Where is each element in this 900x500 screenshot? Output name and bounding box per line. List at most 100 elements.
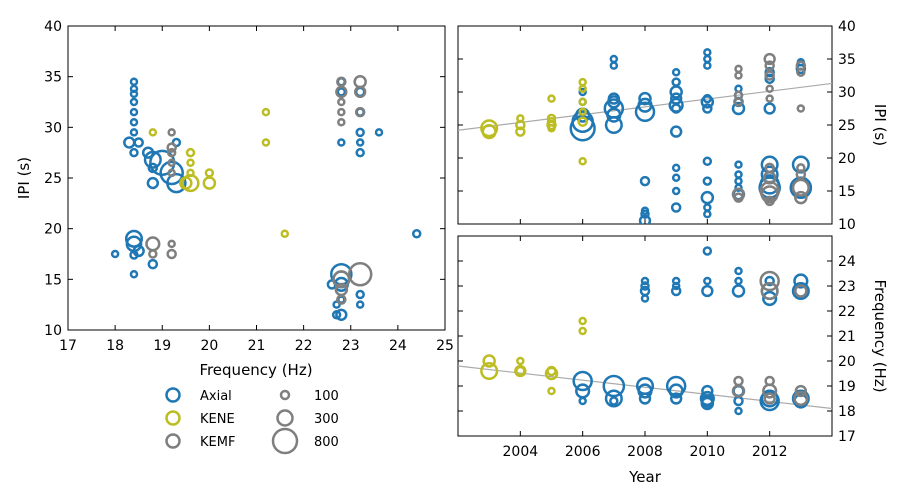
point-kemf	[793, 390, 809, 407]
point-kemf	[762, 383, 778, 399]
point-axial	[638, 91, 652, 106]
point-axial	[733, 395, 744, 407]
y-tick-label: 19	[838, 379, 856, 395]
point-axial	[569, 115, 596, 142]
point-kemf	[734, 64, 743, 74]
point-axial	[123, 136, 136, 149]
point-axial	[355, 138, 365, 147]
point-kemf	[794, 190, 808, 205]
point-kemf	[167, 158, 176, 168]
point-axial	[670, 285, 682, 297]
point-kemf	[734, 71, 743, 80]
point-kemf	[794, 284, 808, 298]
point-axial	[702, 103, 713, 114]
point-kene	[544, 366, 559, 381]
point-kemf	[795, 169, 807, 180]
point-kene	[280, 229, 290, 238]
point-kemf	[760, 185, 779, 204]
scatter-marks	[458, 48, 832, 224]
point-axial	[604, 115, 623, 135]
point-kene	[261, 107, 271, 117]
point-axial	[793, 273, 809, 289]
point-axial	[637, 383, 653, 399]
point-axial	[700, 190, 715, 205]
y-tick-label: 20	[44, 222, 62, 238]
point-kemf	[354, 106, 366, 118]
y-tick-label: 18	[838, 404, 856, 420]
point-kemf	[336, 76, 347, 88]
point-axial	[572, 370, 593, 392]
point-axial	[129, 270, 139, 279]
y-tick-label: 15	[44, 272, 62, 288]
point-axial	[702, 176, 713, 186]
point-kemf	[335, 85, 348, 99]
x-tick-label: 2004	[503, 444, 539, 460]
point-axial	[734, 176, 743, 186]
point-axial	[734, 183, 743, 192]
point-kene	[546, 119, 557, 131]
point-axial	[699, 390, 715, 407]
point-axial	[639, 175, 651, 187]
point-axial	[702, 156, 713, 167]
panel-ipi-vs-frequency: 10 15 20 25 30 35 40 17 18 19 20 21 22 23 24 25 Frequen…	[15, 19, 454, 379]
legend: Axial KENE KEMF 100 300 800	[165, 387, 339, 455]
point-axial	[703, 54, 712, 64]
point-kemf	[353, 74, 367, 89]
point-kemf	[337, 97, 346, 107]
point-axial	[609, 396, 619, 406]
legend-size-label-100: 100	[314, 389, 339, 404]
x-tick-label: 24	[389, 338, 407, 354]
point-axial	[129, 89, 139, 99]
point-axial	[734, 170, 743, 179]
point-axial	[670, 103, 682, 114]
y-tick-label: 10	[838, 217, 856, 233]
point-axial	[731, 101, 746, 116]
legend-size-label-300: 300	[314, 412, 339, 427]
point-axial	[703, 276, 712, 286]
point-kene	[261, 138, 271, 147]
point-axial	[731, 284, 746, 298]
point-axial	[129, 250, 139, 260]
point-axial	[671, 281, 681, 291]
y-tick-label: 17	[838, 429, 856, 445]
tick-group: 10 15 20 25 30 35 40	[458, 19, 856, 233]
point-axial	[670, 202, 682, 213]
point-axial	[640, 209, 650, 219]
point-kemf	[763, 52, 776, 66]
point-axial	[668, 383, 684, 399]
point-axial	[703, 209, 712, 219]
point-kemf	[759, 270, 780, 292]
point-kene	[578, 77, 587, 87]
y-tick-label: 30	[838, 85, 856, 101]
y-tick-label: 35	[838, 52, 856, 68]
point-axial	[578, 396, 587, 406]
point-axial	[609, 54, 619, 64]
y-tick-label: 20	[838, 151, 856, 167]
point-kemf	[353, 85, 367, 99]
point-kene	[547, 386, 556, 396]
point-kene	[515, 119, 526, 131]
point-kemf	[167, 128, 176, 137]
scatter-marks	[110, 74, 422, 321]
x-tick-label: 2008	[627, 444, 663, 460]
point-axial	[355, 127, 365, 138]
point-kene	[516, 356, 525, 366]
point-axial	[671, 163, 681, 173]
panel-ipi-vs-year: 10 15 20 25 30 35 40 IPI (s)	[457, 19, 889, 233]
point-axial	[700, 396, 715, 411]
point-kemf	[796, 67, 806, 77]
point-kemf	[166, 142, 177, 153]
point-axial	[129, 107, 139, 117]
legend-size-800	[271, 427, 299, 455]
axes-frame	[67, 25, 446, 331]
point-axial	[640, 281, 650, 291]
x-axis-label: Year	[628, 468, 662, 486]
point-kemf	[731, 187, 746, 202]
point-kemf	[762, 171, 777, 185]
y-tick-label: 15	[838, 184, 856, 200]
point-axial	[669, 392, 683, 405]
point-axial	[634, 101, 656, 123]
trend-line	[458, 365, 832, 410]
point-kemf	[731, 384, 746, 398]
x-tick-label: 18	[106, 338, 124, 354]
